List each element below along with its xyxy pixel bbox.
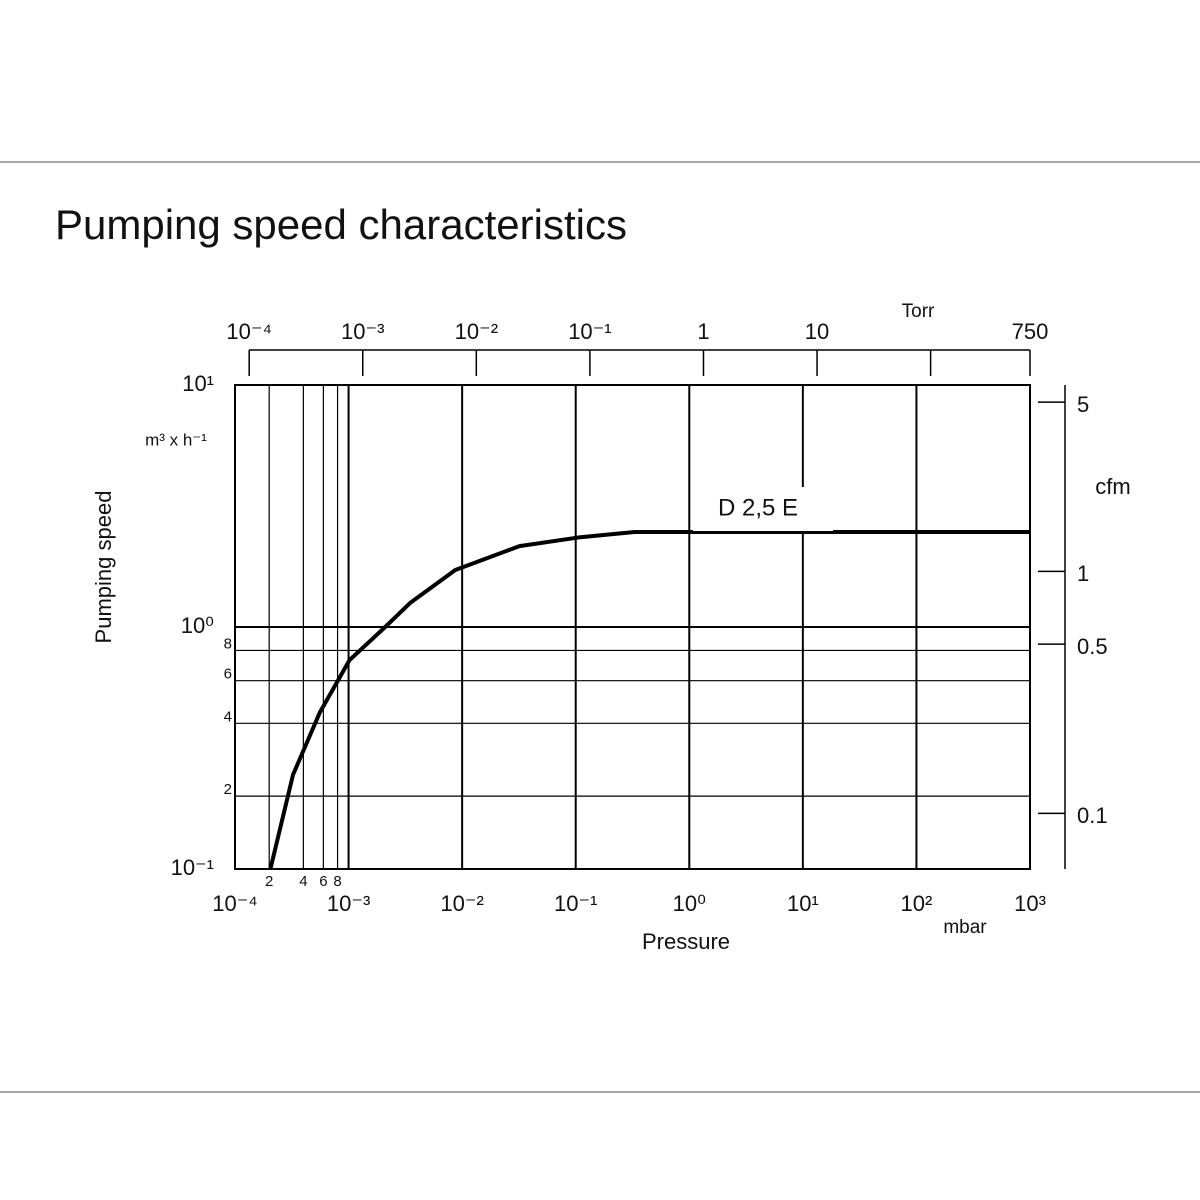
- plot-frame: [234, 384, 1031, 870]
- y-tick-label: 10¹: [182, 371, 214, 396]
- y-axis-label: Pumping speed: [91, 491, 116, 644]
- x2-tick-label: 1: [697, 319, 709, 344]
- x2-tick-label: 10: [805, 319, 829, 344]
- x-tick-label: 10⁻⁴: [212, 891, 258, 916]
- x-unit: mbar: [943, 917, 987, 938]
- y2-tick-label: 1: [1077, 561, 1089, 586]
- y-tick-label: 2: [224, 781, 232, 798]
- legend-label: D 2,5 E: [718, 494, 798, 521]
- x-tick-label: 10⁻¹: [554, 891, 597, 916]
- y-tick-label: 4: [224, 708, 232, 725]
- x-tick-label: 10⁻²: [440, 891, 483, 916]
- x-tick-label: 10³: [1014, 891, 1046, 916]
- y-tick-label: 10⁰: [181, 613, 214, 638]
- y-tick-label: 8: [224, 635, 232, 652]
- x2-tick-label: 10⁻¹: [568, 319, 611, 344]
- x-tick-label: 10¹: [787, 891, 819, 916]
- x-tick-label: 2: [265, 873, 273, 890]
- x2-tick-label: 750: [1012, 319, 1049, 344]
- y-tick-label: 10⁻¹: [171, 855, 214, 880]
- x2-tick-label: 10⁻²: [455, 319, 498, 344]
- x-tick-label: 10²: [901, 891, 933, 916]
- x2-unit: Torr: [902, 301, 935, 322]
- x-tick-label: 10⁻³: [327, 891, 370, 916]
- y-unit: m³ x h⁻¹: [145, 430, 207, 449]
- y2-unit: cfm: [1095, 474, 1130, 499]
- x-tick-label: 6: [319, 873, 327, 890]
- y2-tick-label: 0.5: [1077, 634, 1108, 659]
- chart-title: Pumping speed characteristics: [55, 201, 627, 248]
- curve: [268, 530, 1030, 870]
- x-tick-label: 8: [333, 873, 341, 890]
- x-tick-label: 10⁰: [673, 891, 706, 916]
- y2-tick-label: 0.1: [1077, 803, 1108, 828]
- x2-tick-label: 10⁻³: [341, 319, 384, 344]
- x-axis-label: Pressure: [642, 929, 730, 954]
- x2-tick-label: 10⁻⁴: [226, 319, 272, 344]
- y-tick-label: 6: [224, 666, 232, 683]
- legend-box: [693, 487, 833, 531]
- x-tick-label: 4: [299, 873, 307, 890]
- y2-tick-label: 5: [1077, 392, 1089, 417]
